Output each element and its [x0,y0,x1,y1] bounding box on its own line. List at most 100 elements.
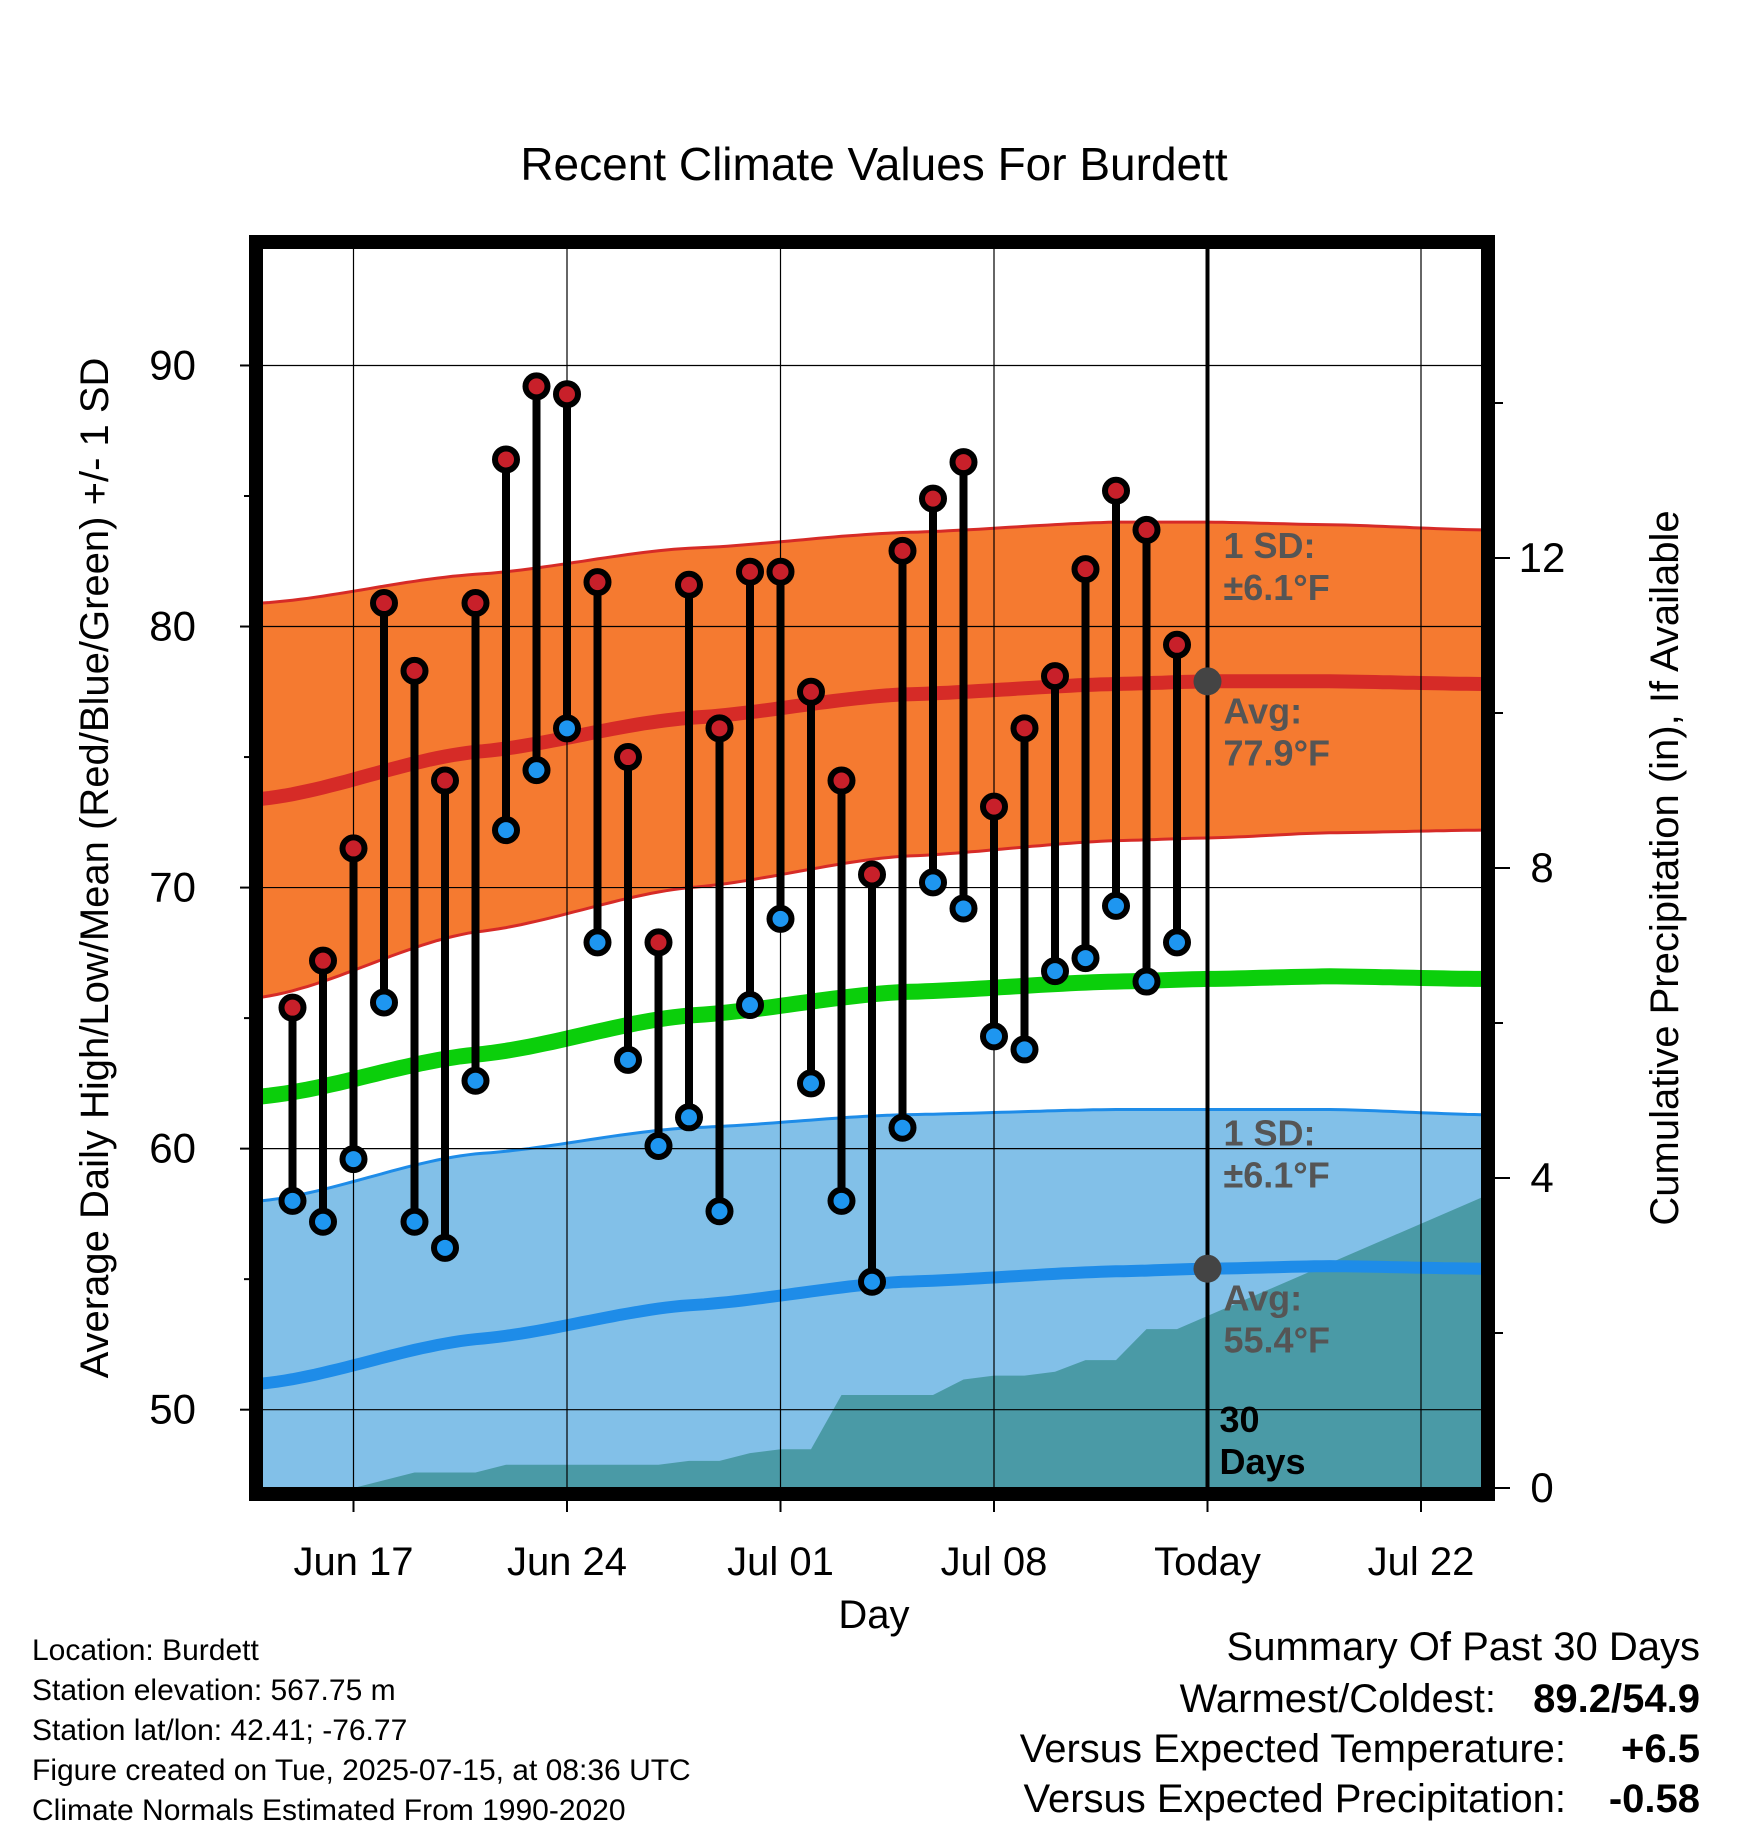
high-avg-label: Avg: [1224,690,1303,731]
y2-tick-label: 12 [1519,534,1566,581]
daily-high-point [705,714,734,743]
high-sd-value: ±6.1°F [1224,567,1330,608]
footer-normals: Climate Normals Estimated From 1990-2020 [32,1794,626,1827]
summary-precip-label: Versus Expected Precipitation: [1023,1777,1566,1821]
daily-high-point [400,656,429,685]
daily-high-point [797,677,825,706]
high-sd-label: 1 SD: [1224,525,1316,566]
daily-high-point [1132,515,1161,544]
daily-low-point [949,894,978,923]
daily-high-point [492,445,520,474]
daily-high-point [614,743,642,772]
chart-title: Recent Climate Values For Burdett [520,138,1228,190]
high-sd-lower-edge [262,828,1482,999]
daily-high-point [1010,714,1039,743]
daily-low-point [1102,891,1130,920]
daily-high-point [278,993,307,1022]
x-tick-label: Jun 24 [507,1540,627,1584]
y-tick-label: 60 [149,1125,196,1172]
daily-high-point [370,589,398,618]
daily-low-point [1041,957,1069,986]
daily-low-point [309,1207,337,1236]
y2-axis-label: Cumulative Precipitation (in), If Availa… [1643,510,1687,1225]
daily-high-point [827,766,856,795]
y2-tick-label: 0 [1530,1464,1553,1511]
footer-info: Location: Burdett Station elevation: 567… [32,1634,691,1827]
daily-high-point [1071,555,1100,584]
x-tick-label: Jul 22 [1368,1540,1475,1584]
summary-warm-cold-value: 89.2/54.9 [1533,1677,1700,1721]
x-tick-label: Jun 17 [293,1540,413,1584]
footer-elevation: Station elevation: 567.75 m [32,1674,396,1707]
data-layer [278,372,1222,1296]
daily-low-point [797,1069,825,1098]
days-count-unit: Days [1220,1441,1306,1482]
daily-low-point [888,1113,917,1142]
daily-high-point [553,380,581,409]
daily-low-point [736,991,764,1020]
daily-high-point [736,557,764,586]
daily-high-point [644,928,673,957]
daily-low-point [766,904,795,933]
x-axis-label: Day [838,1593,909,1637]
daily-high-point [1163,630,1191,659]
footer-latlon: Station lat/lon: 42.41; -76.77 [32,1714,407,1747]
daily-high-point [888,536,917,565]
daily-low-point [644,1132,673,1161]
daily-high-point [919,484,947,513]
daily-low-point [1071,944,1100,973]
daily-low-point [1163,928,1191,957]
low-sd-value: ±6.1°F [1224,1154,1330,1195]
daily-high-point [980,792,1008,821]
daily-low-point [827,1186,856,1215]
summary-title: Summary Of Past 30 Days [1227,1625,1700,1669]
footer-created: Figure created on Tue, 2025-07-15, at 08… [32,1754,691,1787]
daily-low-point [705,1197,734,1226]
low-avg-label: Avg: [1224,1278,1303,1319]
daily-low-point [492,816,520,845]
low-sd-label: 1 SD: [1224,1112,1316,1153]
x-tick-label: Today [1154,1540,1261,1584]
daily-high-point [522,372,551,401]
daily-low-point [278,1186,307,1215]
daily-low-point [522,756,551,785]
daily-low-point [1132,967,1161,996]
high-avg-value: 77.9°F [1224,732,1330,773]
summary-precip-value: -0.58 [1609,1777,1700,1821]
y-tick-label: 50 [149,1386,196,1433]
y-tick-label: 80 [149,603,196,650]
y-tick-label: 90 [149,341,196,388]
y2-tick-label: 8 [1530,844,1553,891]
normal-high-line [262,674,1482,806]
cumulative-precip-area [323,1197,1482,1488]
daily-low-point [553,714,581,743]
summary-temp-value: +6.5 [1621,1727,1700,1771]
daily-low-point [675,1103,703,1132]
x-tick-label: Jul 01 [727,1540,834,1584]
daily-high-point [1102,476,1130,505]
high-sd-upper-edge [262,520,1482,605]
low-avg-value: 55.4°F [1224,1320,1330,1361]
x-tick-label: Jul 08 [941,1540,1048,1584]
daily-high-point [339,834,368,863]
summary-temp-label: Versus Expected Temperature: [1020,1727,1566,1771]
daily-low-point [461,1066,490,1095]
daily-high-point [431,766,459,795]
y2-tick-label: 4 [1530,1154,1553,1201]
summary-panel: Summary Of Past 30 Days Warmest/Coldest:… [1020,1625,1700,1821]
y-tick-label: 70 [149,864,196,911]
daily-high-point [309,946,337,975]
daily-high-point [949,448,978,477]
today-low-avg-point [1193,1254,1222,1283]
daily-low-point [980,1022,1008,1051]
daily-high-point [1041,662,1069,691]
footer-location: Location: Burdett [32,1634,259,1667]
today-high-avg-point [1193,667,1222,696]
daily-low-point [919,868,947,897]
y-axis-label: Average Daily High/Low/Mean (Red/Blue/Gr… [73,358,117,1379]
daily-high-point [858,860,886,889]
daily-low-point [583,928,612,957]
daily-low-point [370,988,398,1017]
